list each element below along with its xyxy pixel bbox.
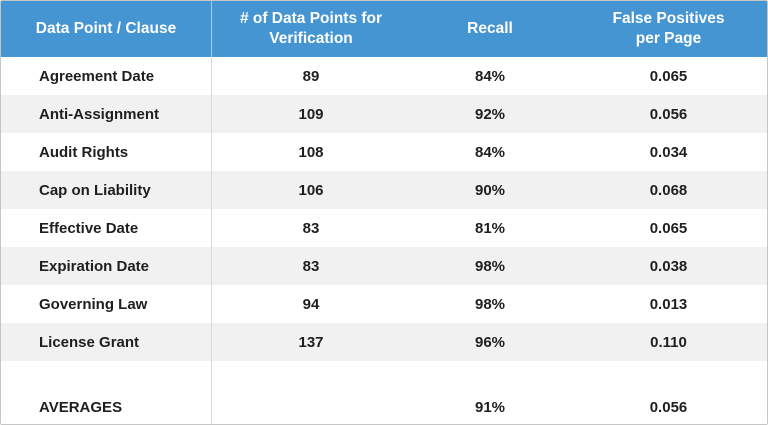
clause-cell: Governing Law [1, 285, 212, 323]
clause-cell: Audit Rights [1, 133, 212, 171]
table-row: Agreement Date 89 84% 0.065 [1, 57, 767, 95]
header-cell-false-positives: False Positives per Page [570, 1, 767, 57]
spacer-cell [1, 361, 212, 391]
clause-cell: Anti-Assignment [1, 95, 212, 133]
spacer-cell [570, 361, 767, 391]
false-positives-cell: 0.068 [649, 181, 688, 199]
table-row: Audit Rights 108 84% 0.034 [1, 133, 767, 171]
header-cell-recall: Recall [410, 1, 570, 57]
clause-cell: Expiration Date [1, 247, 212, 285]
header-label-clause: Data Point / Clause [35, 20, 177, 38]
table-row: Governing Law 94 98% 0.013 [1, 285, 767, 323]
clause-cell: Cap on Liability [1, 171, 212, 209]
averages-data-points-cell [212, 391, 410, 424]
header-label-false-positives: False Positives per Page [612, 10, 725, 47]
false-positives-cell: 0.013 [649, 295, 688, 313]
false-positives-cell: 0.056 [649, 105, 688, 123]
recall-cell: 84% [474, 143, 506, 161]
false-positives-cell: 0.038 [649, 257, 688, 275]
header-cell-data-points: # of Data Points for Verification [212, 1, 410, 57]
table-row: Cap on Liability 106 90% 0.068 [1, 171, 767, 209]
false-positives-cell: 0.065 [649, 67, 688, 85]
data-points-cell: 89 [302, 67, 320, 85]
recall-cell: 81% [474, 219, 506, 237]
clause-cell: Agreement Date [1, 57, 212, 95]
recall-cell: 96% [474, 333, 506, 351]
clause-cell: License Grant [1, 323, 212, 361]
header-cell-clause: Data Point / Clause [1, 1, 212, 57]
data-points-cell: 83 [302, 219, 320, 237]
spacer-row [1, 361, 767, 391]
false-positives-cell: 0.110 [650, 333, 687, 351]
clause-cell: Effective Date [1, 209, 212, 247]
table-row: License Grant 137 96% 0.110 [1, 323, 767, 361]
table-row: Effective Date 83 81% 0.065 [1, 209, 767, 247]
averages-row: AVERAGES 91% 0.056 [1, 391, 767, 424]
false-positives-cell: 0.065 [649, 219, 688, 237]
recall-cell: 90% [474, 181, 506, 199]
data-points-cell: 109 [298, 105, 324, 123]
data-points-cell: 106 [298, 181, 324, 199]
header-label-data-points: # of Data Points for Verification [239, 10, 383, 47]
table-row: Anti-Assignment 109 92% 0.056 [1, 95, 767, 133]
spacer-cell [212, 361, 410, 391]
header-row: Data Point / Clause # of Data Points for… [1, 1, 767, 57]
table-row: Expiration Date 83 98% 0.038 [1, 247, 767, 285]
recall-cell: 92% [474, 105, 506, 123]
false-positives-cell: 0.034 [649, 143, 688, 161]
header-label-recall: Recall [467, 20, 513, 38]
data-points-cell: 83 [302, 257, 320, 275]
spacer-cell [410, 361, 570, 391]
data-points-cell: 137 [298, 333, 324, 351]
data-points-cell: 94 [302, 295, 320, 313]
recall-cell: 84% [474, 67, 506, 85]
averages-recall-cell: 91% [474, 399, 506, 416]
recall-cell: 98% [474, 257, 506, 275]
averages-false-positives-cell: 0.056 [649, 399, 688, 416]
recall-cell: 98% [474, 295, 506, 313]
averages-label: AVERAGES [1, 391, 212, 424]
data-points-cell: 108 [298, 143, 324, 161]
